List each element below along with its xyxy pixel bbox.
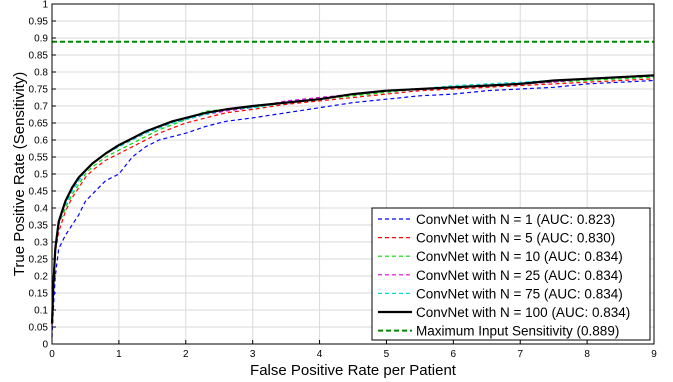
legend-label-1: ConvNet with N = 1 (AUC: 0.823) — [416, 212, 615, 227]
legend-label-4: ConvNet with N = 25 (AUC: 0.834) — [416, 268, 623, 283]
series-line-6 — [50, 74, 655, 324]
y-tick-label: 0.1 — [34, 306, 48, 317]
y-tick-label: 0.15 — [29, 289, 49, 300]
x-tick-label: 3 — [250, 349, 256, 360]
y-tick-label: 0.75 — [29, 85, 49, 96]
y-tick-label: 0.6 — [34, 136, 48, 147]
x-tick-label: 7 — [517, 349, 523, 360]
x-tick-label: 9 — [651, 349, 657, 360]
y-tick-label: 0.4 — [34, 204, 48, 215]
x-tick-labels: 0 1 2 3 4 5 6 7 8 9 — [49, 349, 657, 360]
x-tick-label: 2 — [183, 349, 189, 360]
series-lines — [50, 40, 655, 338]
y-tick-label: 0.8 — [34, 68, 48, 79]
y-tick-label: 0.45 — [29, 187, 49, 198]
y-tick-label: 0.55 — [29, 153, 49, 164]
legend-label-7: Maximum Input Sensitivity (0.889) — [416, 324, 619, 339]
y-tick-label: 0.05 — [29, 323, 49, 334]
y-tick-label: 0.85 — [29, 51, 49, 62]
legend: ConvNet with N = 1 (AUC: 0.823) ConvNet w… — [371, 207, 651, 341]
y-tick-label: 0.7 — [34, 102, 48, 113]
legend-box — [371, 207, 651, 341]
y-tick-label: 0.5 — [34, 170, 48, 181]
legend-label-2: ConvNet with N = 5 (AUC: 0.830) — [416, 231, 615, 246]
series-line-1 — [51, 79, 655, 338]
x-tick-label: 0 — [49, 349, 55, 360]
y-tick-label: 0.65 — [29, 119, 49, 130]
y-axis-title: True Positive Rate (Sensitivity) — [11, 72, 28, 277]
y-tick-label: 0.95 — [29, 17, 49, 28]
x-tick-label: 5 — [384, 349, 390, 360]
x-tick-label: 6 — [451, 349, 457, 360]
legend-label-6: ConvNet with N = 100 (AUC: 0.834) — [416, 305, 630, 320]
y-tick-label: 0.35 — [29, 221, 49, 232]
x-tick-label: 8 — [584, 349, 590, 360]
series-line-2 — [51, 78, 655, 328]
x-tick-label: 4 — [317, 349, 323, 360]
y-tick-label: 0.9 — [34, 34, 48, 45]
legend-label-5: ConvNet with N = 75 (AUC: 0.834) — [416, 286, 623, 301]
y-tick-label: 0.3 — [34, 238, 48, 249]
y-tick-label: 1 — [42, 0, 48, 11]
legend-label-3: ConvNet with N = 10 (AUC: 0.834) — [416, 249, 623, 264]
y-tick-label: 0.2 — [34, 272, 48, 283]
plot-frame — [51, 3, 655, 345]
series-line-5 — [51, 74, 655, 324]
y-tick-label: 0.25 — [29, 255, 49, 266]
x-tick-label: 1 — [116, 349, 122, 360]
y-tick-label: 0 — [42, 340, 48, 351]
y-tick-labels: 0 0.05 0.1 0.15 0.2 0.25 0.3 0.35 0.4 0.45 0.5 0.55… — [29, 0, 49, 351]
x-axis-title: False Positive Rate per Patient — [250, 362, 457, 379]
